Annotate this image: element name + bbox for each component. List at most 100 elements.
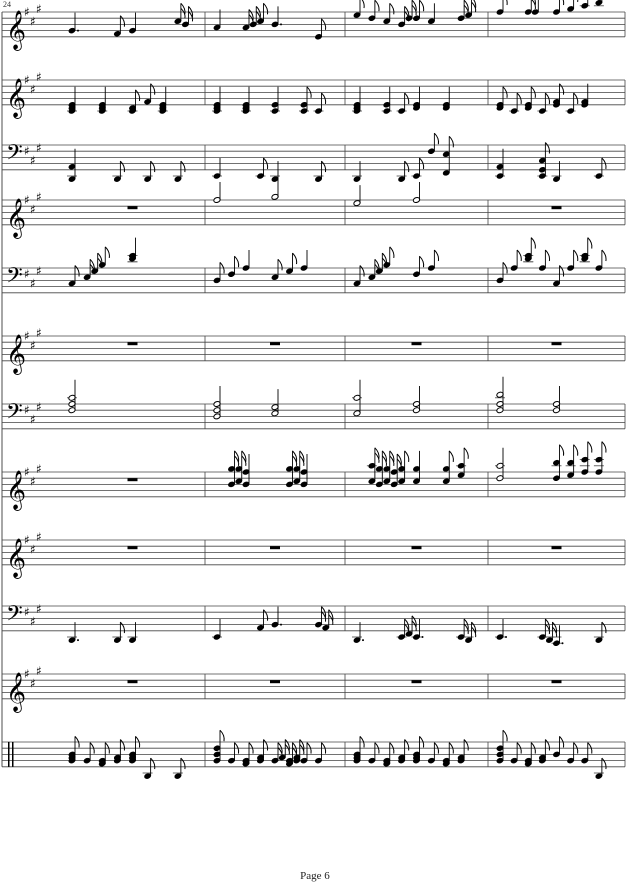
note-flag: [404, 618, 410, 631]
note-flag: [328, 609, 334, 621]
note-flag: [545, 739, 551, 751]
percussion-clef-icon: [8, 742, 10, 767]
sharp-icon: ♯: [30, 542, 36, 556]
note-flag: [502, 729, 508, 742]
note-flag: [573, 742, 579, 754]
note-flag: [321, 92, 327, 105]
note-flag: [411, 0, 417, 12]
note-flag: [411, 615, 417, 627]
note-flag: [389, 455, 395, 466]
whole-rest: [127, 478, 138, 482]
note-flag: [263, 739, 269, 751]
note-flag: [419, 736, 425, 748]
note-flag: [506, 0, 508, 6]
note-flag: [321, 160, 327, 173]
note-flag: [552, 626, 558, 638]
note-flag: [389, 246, 395, 258]
note-flag: [381, 455, 387, 466]
note-flag: [359, 265, 365, 277]
note-flag: [381, 450, 387, 462]
sharp-icon: ♯: [24, 465, 30, 479]
sharp-icon: ♯: [30, 413, 36, 427]
note-flag: [361, 0, 365, 9]
note-flag: [284, 739, 290, 751]
note-flag: [545, 142, 551, 154]
note-flag: [448, 135, 454, 148]
sharp-icon: ♯: [24, 667, 30, 681]
page-number: Page 6: [300, 870, 330, 882]
sharp-icon: ♯: [30, 676, 36, 690]
sharp-icon: ♯: [24, 605, 30, 619]
note-flag: [277, 742, 283, 754]
note-flag: [299, 455, 305, 466]
dot: [421, 636, 424, 638]
sharp-icon: ♯: [30, 615, 36, 629]
note-flag: [255, 6, 261, 18]
note-flag: [530, 237, 536, 249]
note-flag: [463, 739, 469, 751]
sharp-icon: ♯: [24, 329, 30, 343]
note-flag: [219, 262, 225, 274]
note-flag: [292, 450, 298, 462]
dot: [77, 29, 79, 32]
note-flag: [292, 252, 298, 265]
measure-number: 24: [3, 0, 11, 9]
sharp-icon: ♯: [36, 264, 42, 278]
note-flag: [601, 249, 607, 262]
note-flag: [471, 621, 477, 634]
sharp-icon: ♯: [30, 202, 36, 216]
note-flag: [577, 0, 579, 2]
note-flag: [463, 447, 469, 459]
note-flag: [234, 450, 240, 462]
note-flag: [534, 0, 536, 6]
note-flag: [573, 444, 579, 456]
bass-clef-icon: 𝄢: [6, 264, 23, 294]
note-flag: [234, 742, 240, 754]
note-flag: [277, 258, 283, 271]
note-flag: [299, 739, 305, 751]
note-flag: [120, 739, 126, 751]
dot: [77, 639, 79, 642]
note-flag: [374, 0, 380, 12]
note-flag: [587, 441, 593, 453]
note-flag: [74, 265, 80, 277]
note-flag: [248, 742, 254, 754]
note-flag: [389, 2, 395, 15]
sharp-icon: ♯: [36, 664, 42, 678]
note-flag: [545, 623, 551, 635]
sharp-icon: ♯: [24, 73, 30, 87]
note-flag: [545, 249, 551, 262]
note-flag: [463, 623, 469, 635]
note-flag: [463, 0, 469, 12]
note-flag: [150, 160, 156, 173]
note-flag: [306, 86, 312, 98]
note-flag: [263, 2, 269, 15]
note-flag: [104, 742, 110, 754]
treble-clef-icon: 𝄞: [6, 672, 26, 713]
whole-rest: [411, 680, 422, 684]
sharp-icon: ♯: [36, 141, 42, 155]
whole-rest: [127, 342, 138, 346]
note-flag: [89, 742, 95, 754]
note-flag: [434, 742, 440, 754]
note-flag: [321, 606, 327, 618]
note-flag: [389, 450, 395, 462]
whole-rest: [551, 206, 562, 210]
note-flag: [601, 157, 607, 170]
note-flag: [292, 742, 298, 754]
note-flag: [411, 620, 417, 631]
treble-clef-icon: 𝄞: [6, 334, 26, 375]
dot: [505, 636, 507, 638]
whole-rest: [127, 546, 138, 550]
note-flag: [120, 160, 126, 173]
whole-rest: [270, 342, 280, 346]
note-flag: [471, 626, 477, 638]
sharp-icon: ♯: [30, 338, 36, 352]
bass-clef-icon: 𝄢: [6, 400, 23, 430]
note-flag: [241, 450, 247, 462]
whole-rest: [270, 680, 280, 684]
note-flag: [180, 7, 186, 19]
note-flag: [601, 441, 607, 453]
note-flag: [180, 2, 186, 15]
